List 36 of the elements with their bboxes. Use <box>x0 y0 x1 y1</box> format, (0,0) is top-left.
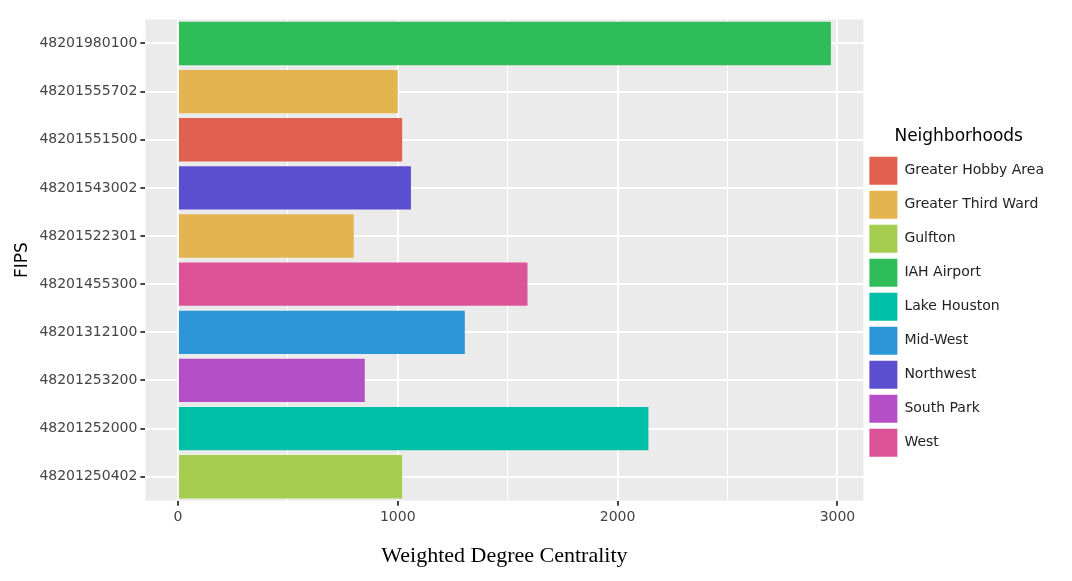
legend-label: Northwest <box>904 365 977 382</box>
x-tick-label: 0 <box>173 507 183 524</box>
legend-label: Lake Houston <box>904 297 1000 314</box>
bar <box>178 358 365 403</box>
bar <box>178 69 398 114</box>
bar <box>178 455 403 499</box>
y-tick-label: 48201543002 <box>39 178 138 195</box>
legend-label: South Park <box>904 399 981 416</box>
y-tick-label: 48201455300 <box>39 274 138 291</box>
y-tick-label: 48201253200 <box>39 371 138 388</box>
y-axis-title: FIPS <box>10 242 31 279</box>
bar <box>178 21 831 66</box>
legend-label: Mid-West <box>904 331 969 348</box>
y-tick-label: 48201312100 <box>39 322 138 339</box>
bar <box>178 118 403 162</box>
bar <box>178 262 528 306</box>
bar <box>178 166 411 210</box>
x-tick-label: 1000 <box>379 507 416 524</box>
y-tick-label: 48201252000 <box>39 419 138 436</box>
legend-label: IAH Airport <box>904 263 982 280</box>
legend-title: Neighborhoods <box>894 125 1024 146</box>
legend-label: West <box>904 433 940 450</box>
x-axis-title: Weighted Degree Centrality <box>381 541 628 567</box>
legend-label: Gulfton <box>904 229 956 246</box>
x-tick-label: 3000 <box>819 507 856 524</box>
y-tick-label: 48201522301 <box>39 226 138 243</box>
x-tick-label: 2000 <box>599 507 636 524</box>
bar <box>178 406 649 451</box>
legend-label: Greater Third Ward <box>904 195 1039 212</box>
y-tick-label: 48201980100 <box>39 34 138 51</box>
bar <box>178 310 465 354</box>
y-tick-label: 48201555702 <box>39 82 138 99</box>
y-tick-label: 48201250402 <box>39 467 138 484</box>
legend-label: Greater Hobby Area <box>904 161 1045 178</box>
y-tick-label: 48201551500 <box>39 130 138 147</box>
bar <box>178 214 354 258</box>
